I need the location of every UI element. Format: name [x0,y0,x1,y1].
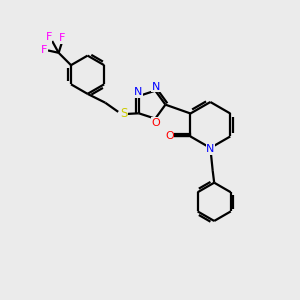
Text: S: S [120,107,127,120]
Text: F: F [41,45,47,56]
Text: N: N [206,144,214,154]
Text: O: O [151,118,160,128]
Text: O: O [165,131,174,142]
Text: F: F [59,33,65,43]
Text: N: N [152,82,160,92]
Text: N: N [134,87,142,97]
Text: F: F [45,32,52,43]
